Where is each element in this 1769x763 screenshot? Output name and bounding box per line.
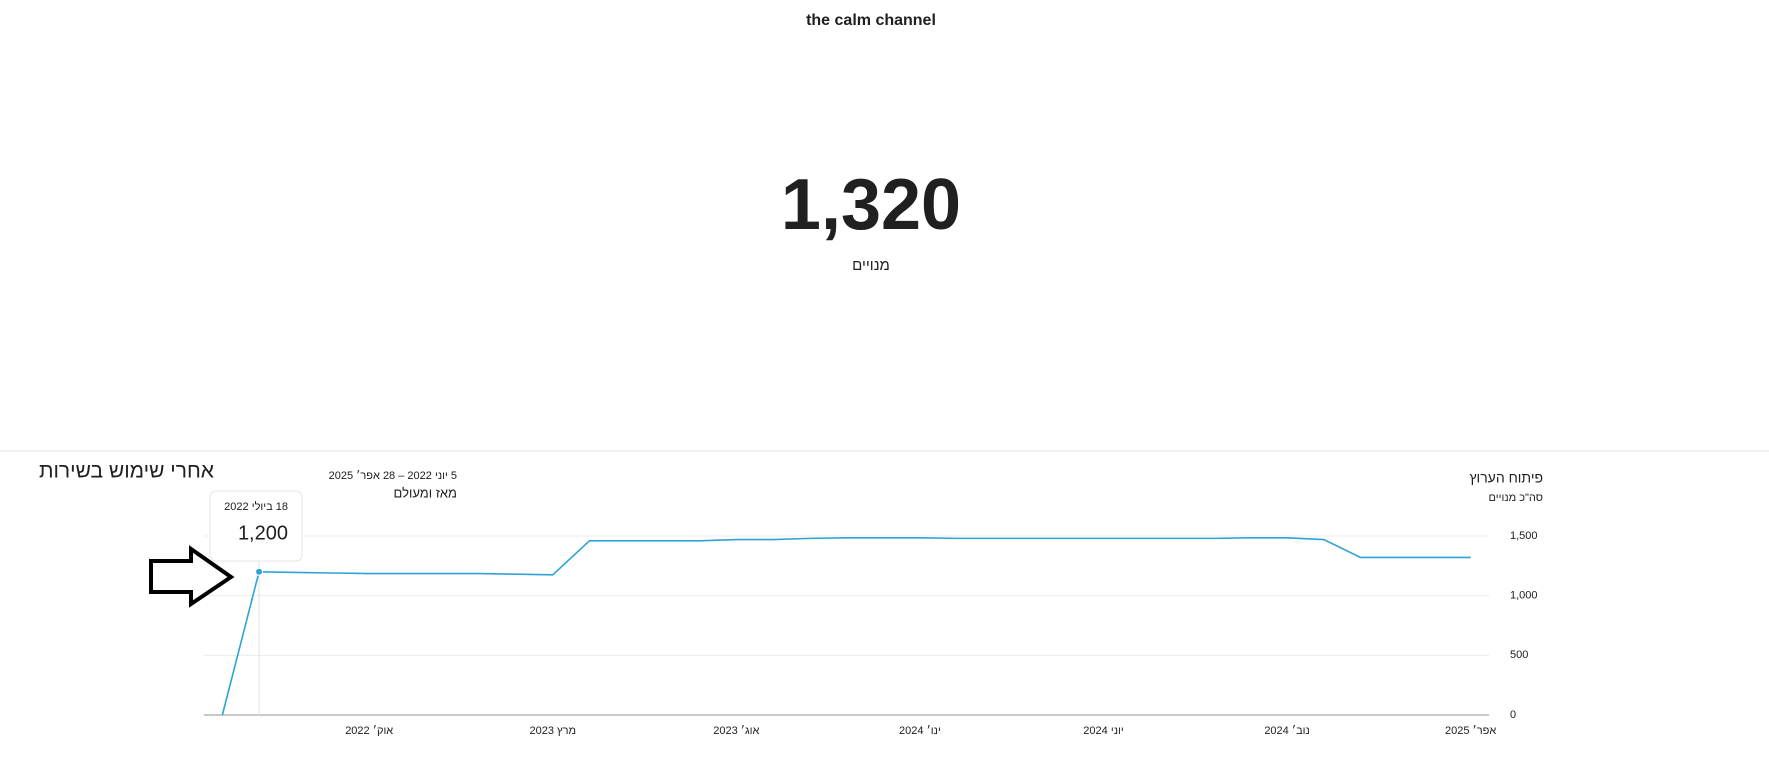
tooltip-box: [209, 490, 303, 562]
x-tick-label: ינו׳ 2024: [899, 724, 941, 737]
x-tick-label: אפר׳ 2025: [1445, 724, 1496, 737]
subscriber-label: מנויים: [852, 257, 890, 274]
arrow: [149, 545, 235, 608]
y-tick-label: 0: [1510, 709, 1516, 721]
x-tick-label: נוב׳ 2024: [1264, 724, 1310, 737]
period: מאז ומעולם: [394, 485, 457, 500]
series-line: [221, 536, 1471, 716]
date-range: 5 יוני 2022 – 28 אפר׳ 2025: [329, 469, 457, 482]
annotation: אחרי שימוש בשירות: [39, 460, 214, 483]
plot: 0 500 1,000 1,500 אוק׳ 2022 מרץ 2023 אוג׳ 2023…: [204, 490, 1538, 737]
tooltip-dot: [255, 567, 264, 576]
y-tick-label: 1,500: [1510, 530, 1538, 542]
tooltip-value: 1,200: [238, 522, 288, 544]
x-tick-label: מרץ 2023: [530, 725, 577, 737]
chart-subtitle: סה"כ מנויים: [1489, 492, 1543, 504]
x-tick-label: אוק׳ 2022: [345, 724, 393, 737]
chart-title: פיתוח הערוץ: [1470, 470, 1544, 486]
y-tick-label: 1,000: [1510, 590, 1538, 602]
channel-name: the calm channel: [806, 12, 936, 29]
x-tick-label: אוג׳ 2023: [713, 724, 759, 737]
x-tick-label: יוני 2024: [1083, 725, 1123, 737]
y-tick-label: 500: [1510, 649, 1528, 661]
subscriber-count: 1,320: [781, 165, 961, 245]
tooltip-date: 18 ביולי 2022: [224, 500, 288, 513]
